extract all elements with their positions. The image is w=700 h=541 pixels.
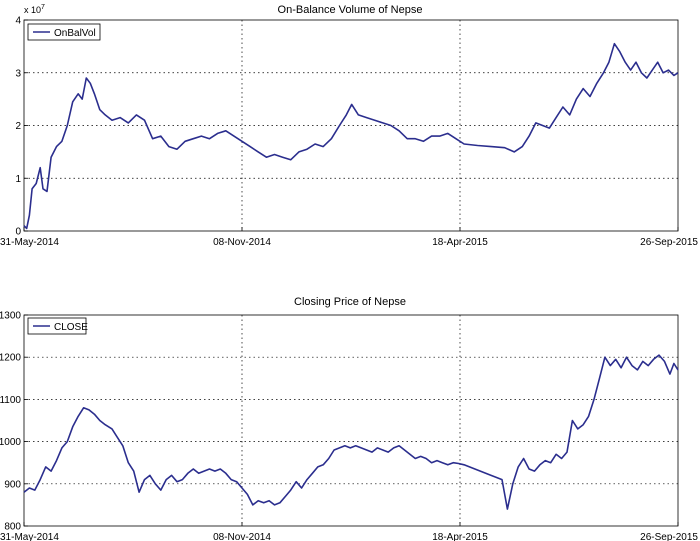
close-legend-label: CLOSE <box>54 322 88 333</box>
close-x-tick-label: 08-Nov-2014 <box>213 532 271 541</box>
close-x-tick-label: 31-May-2014 <box>0 532 59 541</box>
obv-legend-box <box>27 23 101 41</box>
close-y-tick-label: 1000 <box>0 437 21 448</box>
close-plot-area <box>23 314 679 527</box>
obv-y-tick-label: 2 <box>15 121 21 132</box>
obv-y-tick-label: 4 <box>15 16 21 27</box>
close-y-tick-label: 1100 <box>0 395 21 406</box>
close-legend-box <box>27 317 87 335</box>
obv-y-tick-label: 1 <box>15 174 21 185</box>
obv-series-line <box>23 42 679 230</box>
obv-y-ticks: 0 1 2 3 4 <box>15 16 28 238</box>
obv-chart-title: On-Balance Volume of Nepse <box>278 4 423 16</box>
obv-legend: OnBalVol <box>27 23 101 41</box>
close-y-tick-label: 900 <box>4 479 21 490</box>
obv-gridlines <box>24 20 678 231</box>
close-y-tick-label: 800 <box>4 522 21 533</box>
obv-chart: On-Balance Volume of Nepse 0 1 2 3 4 31-May-… <box>0 4 698 248</box>
obv-x-tick-label: 18-Apr-2015 <box>432 237 488 248</box>
obv-exponent-base: x 10 <box>24 5 41 15</box>
close-y-ticks: 800 900 1000 1100 1200 1300 <box>0 311 28 533</box>
obv-exponent-power: 7 <box>41 4 45 11</box>
obv-legend-label: OnBalVol <box>54 28 96 39</box>
close-x-ticks: 31-May-2014 08-Nov-2014 18-Apr-2015 26-Sep-… <box>0 522 698 541</box>
close-x-tick-label: 18-Apr-2015 <box>432 532 488 541</box>
obv-y-tick-label: 3 <box>15 68 21 79</box>
obv-plot-area <box>23 19 679 232</box>
obv-y-tick-label: 0 <box>15 227 21 238</box>
obv-x-tick-label: 26-Sep-2015 <box>640 237 698 248</box>
obv-exponent-label: x 107 <box>24 4 45 15</box>
obv-x-ticks: 31-May-2014 08-Nov-2014 18-Apr-2015 26-Sep-… <box>0 227 698 248</box>
close-legend: CLOSE <box>27 317 88 335</box>
obv-x-tick-label: 31-May-2014 <box>0 237 59 248</box>
close-x-tick-label: 26-Sep-2015 <box>640 532 698 541</box>
close-y-tick-label: 1200 <box>0 353 21 364</box>
close-chart-title: Closing Price of Nepse <box>294 296 406 308</box>
obv-x-tick-label: 08-Nov-2014 <box>213 237 271 248</box>
close-y-tick-label: 1300 <box>0 311 21 322</box>
close-series-line <box>23 354 679 510</box>
close-chart: Closing Price of Nepse 800 900 1000 1100 120… <box>0 296 698 541</box>
